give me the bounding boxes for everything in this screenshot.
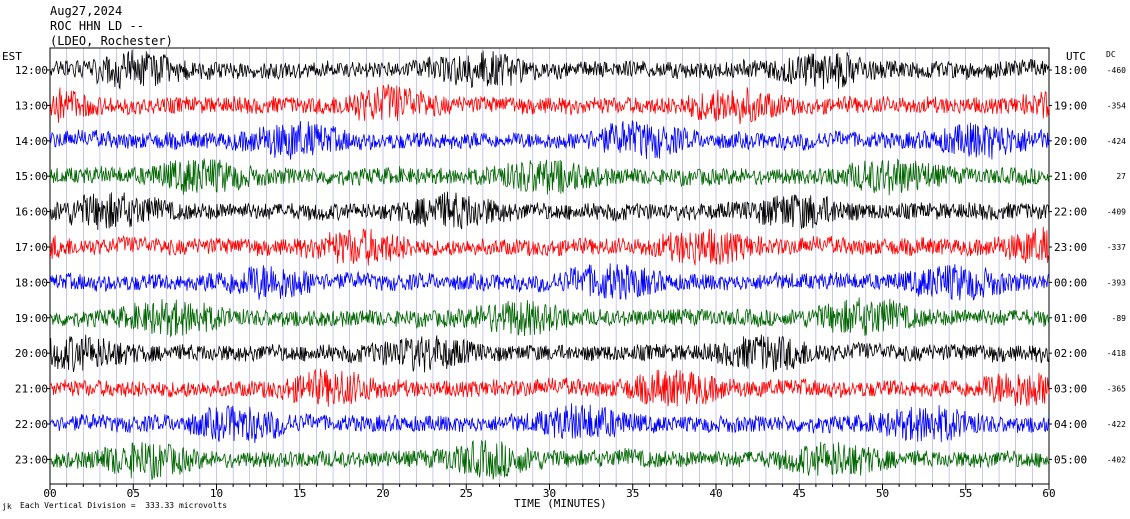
trace-1700 bbox=[49, 226, 1050, 266]
x-tick-label: 60 bbox=[1042, 487, 1055, 500]
est-hour-label: 23:00 bbox=[15, 453, 48, 466]
utc-hour-label: 04:00 bbox=[1054, 418, 1087, 431]
utc-hour-label: 20:00 bbox=[1054, 135, 1087, 148]
utc-axis-label: UTC bbox=[1066, 50, 1086, 63]
x-tick-label: 20 bbox=[376, 487, 389, 500]
trace-1400 bbox=[49, 119, 1050, 160]
dc-offset-label: -424 bbox=[1107, 137, 1126, 146]
x-tick-label: 05 bbox=[127, 487, 140, 500]
est-hour-label: 22:00 bbox=[15, 418, 48, 431]
dc-offset-label: -354 bbox=[1107, 101, 1126, 110]
est-hour-label: 21:00 bbox=[15, 383, 48, 396]
header-station: ROC HHN LD -- bbox=[50, 19, 144, 33]
x-tick-label: 30 bbox=[543, 487, 556, 500]
dc-axis-label: DC bbox=[1106, 50, 1116, 59]
dc-offset-label: -460 bbox=[1107, 66, 1126, 75]
trace-2000 bbox=[49, 334, 1050, 373]
utc-hour-label: 05:00 bbox=[1054, 453, 1087, 466]
utc-hour-label: 03:00 bbox=[1054, 383, 1087, 396]
x-axis-title: TIME (MINUTES) bbox=[514, 497, 607, 510]
x-tick-label: 50 bbox=[876, 487, 889, 500]
est-hour-label: 13:00 bbox=[15, 99, 48, 112]
trace-1300 bbox=[49, 84, 1050, 125]
utc-hour-label: 02:00 bbox=[1054, 347, 1087, 360]
dc-offset-label: 27 bbox=[1116, 172, 1126, 181]
est-hour-label: 18:00 bbox=[15, 276, 48, 289]
header-network: (LDEO, Rochester) bbox=[50, 34, 173, 48]
utc-hour-label: 00:00 bbox=[1054, 276, 1087, 289]
trace-1500 bbox=[49, 158, 1050, 196]
x-tick-label: 55 bbox=[959, 487, 972, 500]
x-tick-label: 00 bbox=[43, 487, 56, 500]
footnote-mark: jk bbox=[2, 502, 12, 511]
dc-offset-label: -365 bbox=[1107, 385, 1126, 394]
dc-offset-label: -402 bbox=[1107, 455, 1126, 464]
utc-hour-label: 21:00 bbox=[1054, 170, 1087, 183]
est-hour-label: 16:00 bbox=[15, 206, 48, 219]
est-hour-label: 12:00 bbox=[15, 64, 48, 77]
trace-1900 bbox=[49, 297, 1050, 338]
trace-1800 bbox=[49, 263, 1050, 301]
trace-2300 bbox=[49, 439, 1050, 480]
x-tick-label: 15 bbox=[293, 487, 306, 500]
x-tick-label: 45 bbox=[793, 487, 806, 500]
utc-hour-label: 22:00 bbox=[1054, 206, 1087, 219]
header-date: Aug27,2024 bbox=[50, 4, 123, 18]
vertical-division-note: Each Vertical Division = 333.33 microvol… bbox=[20, 501, 228, 510]
est-hour-label: 14:00 bbox=[15, 135, 48, 148]
est-hour-label: 20:00 bbox=[15, 347, 48, 360]
trace-1600 bbox=[49, 191, 1050, 231]
est-hour-label: 19:00 bbox=[15, 312, 48, 325]
trace-2100 bbox=[49, 368, 1050, 407]
x-tick-label: 40 bbox=[709, 487, 722, 500]
utc-hour-label: 01:00 bbox=[1054, 312, 1087, 325]
x-tick-label: 10 bbox=[210, 487, 223, 500]
est-hour-label: 15:00 bbox=[15, 170, 48, 183]
dc-offset-label: -422 bbox=[1107, 420, 1126, 429]
dc-offset-label: -337 bbox=[1107, 243, 1126, 252]
utc-hour-label: 23:00 bbox=[1054, 241, 1087, 254]
x-tick-label: 35 bbox=[626, 487, 639, 500]
dc-offset-label: -393 bbox=[1107, 278, 1126, 287]
dc-offset-label: -418 bbox=[1107, 349, 1126, 358]
utc-hour-label: 18:00 bbox=[1054, 64, 1087, 77]
est-hour-label: 17:00 bbox=[15, 241, 48, 254]
dc-offset-label: -89 bbox=[1112, 314, 1127, 323]
est-axis-label: EST bbox=[2, 50, 22, 63]
trace-1200 bbox=[49, 49, 1050, 90]
trace-2200 bbox=[49, 403, 1050, 444]
dc-offset-label: -409 bbox=[1107, 208, 1126, 217]
x-tick-label: 25 bbox=[460, 487, 473, 500]
utc-hour-label: 19:00 bbox=[1054, 99, 1087, 112]
